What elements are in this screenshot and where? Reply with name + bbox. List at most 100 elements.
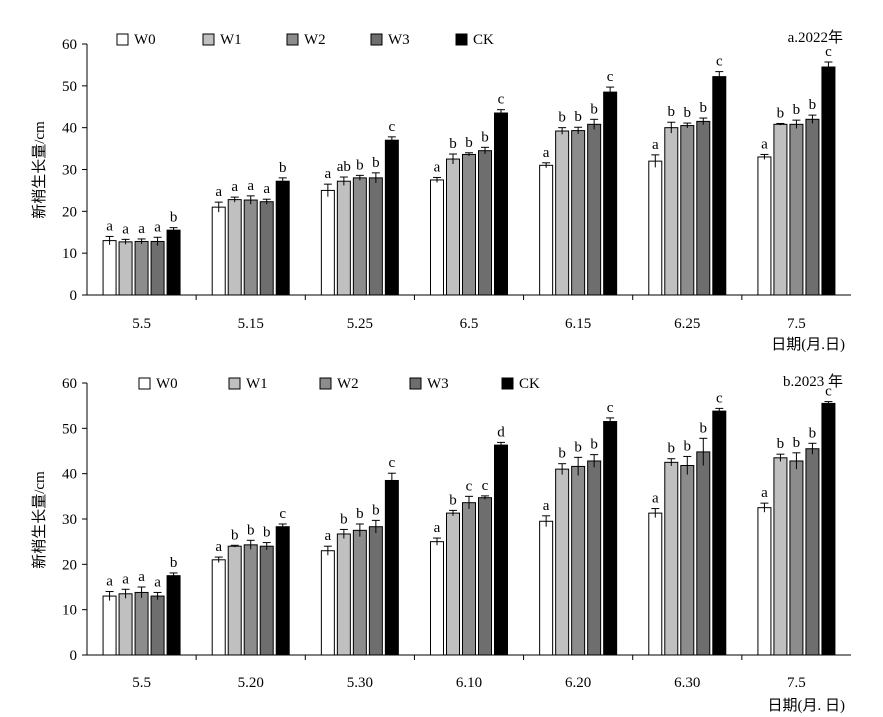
significance-label: b — [356, 506, 364, 522]
bar — [430, 541, 444, 656]
bar — [821, 66, 836, 296]
chart-title: a.2022年 — [788, 29, 843, 46]
x-tick-label: 7.5 — [787, 316, 806, 332]
bar — [166, 575, 181, 656]
significance-label: b — [279, 160, 287, 176]
significance-label: b — [777, 436, 785, 452]
legend-label: W3 — [388, 32, 410, 48]
y-tick-label: 60 — [62, 37, 77, 53]
significance-label: b — [558, 110, 566, 126]
bar — [664, 461, 679, 656]
bar — [773, 457, 788, 656]
significance-label: c — [389, 455, 396, 471]
significance-label: b — [481, 129, 489, 145]
significance-label: a — [138, 569, 145, 585]
significance-label: a — [652, 137, 659, 153]
significance-label: a — [325, 528, 332, 544]
significance-label: b — [356, 157, 364, 173]
bar — [259, 545, 274, 656]
significance-label: b — [793, 435, 801, 451]
y-tick-label: 50 — [62, 79, 77, 95]
bar — [384, 479, 399, 656]
y-axis-label: 新梢生长量/cm — [31, 471, 48, 569]
legend-swatch — [501, 377, 514, 390]
bar — [603, 421, 618, 656]
bar — [227, 545, 242, 656]
significance-label: c — [607, 69, 614, 85]
significance-label: b — [668, 104, 676, 120]
bar — [648, 160, 663, 296]
legend-label: CK — [519, 376, 540, 392]
bar — [150, 595, 165, 656]
bar — [789, 123, 804, 296]
significance-label: a — [761, 485, 768, 501]
x-tick-label: 5.5 — [132, 316, 151, 332]
bar — [275, 180, 290, 296]
x-tick-label: 5.20 — [238, 675, 264, 691]
significance-label: b — [684, 105, 692, 121]
y-tick-label: 30 — [62, 512, 77, 528]
significance-label: a — [106, 574, 113, 590]
x-tick-label: 6.25 — [674, 316, 700, 332]
significance-label: a — [215, 184, 222, 200]
bar — [118, 241, 133, 296]
bar — [336, 533, 351, 656]
bar — [446, 512, 460, 656]
significance-label: b — [574, 439, 582, 455]
bar — [134, 591, 149, 656]
legend-swatch — [228, 377, 241, 390]
x-tick-label: 5.15 — [238, 316, 264, 332]
significance-label: ab — [337, 159, 351, 175]
significance-label: b — [449, 492, 457, 508]
significance-label: b — [170, 210, 178, 226]
bar — [712, 76, 727, 296]
bar — [259, 201, 274, 296]
significance-label: b — [372, 155, 380, 171]
significance-label: b — [263, 525, 271, 541]
bar — [462, 153, 476, 296]
significance-label: b — [465, 135, 473, 151]
x-axis-label: 日期(月.日) — [771, 336, 845, 353]
legend: W0 W1 W2 W3 CK — [116, 32, 494, 48]
significance-label: b — [372, 502, 380, 518]
y-axis-label: 新梢生长量/cm — [31, 121, 48, 219]
bar — [320, 550, 335, 656]
bar — [368, 526, 383, 656]
legend: W0 W1 W2 W3 CK — [138, 376, 540, 392]
significance-label: b — [700, 100, 708, 116]
legend-label: W0 — [134, 32, 156, 48]
bar — [587, 460, 602, 656]
legend-swatch — [202, 33, 215, 46]
significance-label: a — [543, 145, 550, 161]
bar — [352, 529, 367, 656]
legend-swatch — [455, 33, 468, 46]
bar — [494, 444, 508, 656]
bar — [680, 125, 695, 296]
bar — [571, 130, 586, 296]
legend-label: W2 — [337, 376, 359, 392]
legend-label: W0 — [156, 376, 178, 392]
y-tick-label: 20 — [62, 204, 77, 220]
legend-label: W3 — [427, 376, 449, 392]
significance-label: b — [809, 425, 817, 441]
significance-label: a — [761, 136, 768, 152]
significance-label: c — [716, 54, 723, 70]
y-tick-label: 40 — [62, 467, 77, 483]
bar — [211, 559, 226, 656]
x-tick-label: 5.5 — [132, 675, 151, 691]
bar — [789, 460, 804, 656]
significance-label: b — [668, 441, 676, 457]
significance-label: a — [138, 221, 145, 237]
x-tick-label: 5.25 — [347, 316, 373, 332]
bar — [757, 507, 772, 656]
significance-label: a — [215, 539, 222, 555]
significance-label: c — [389, 119, 396, 135]
x-tick-label: 6.15 — [565, 316, 591, 332]
bar — [446, 158, 460, 296]
bar — [478, 150, 492, 296]
significance-label: b — [170, 555, 178, 571]
bar — [805, 118, 820, 296]
bar — [336, 180, 351, 296]
